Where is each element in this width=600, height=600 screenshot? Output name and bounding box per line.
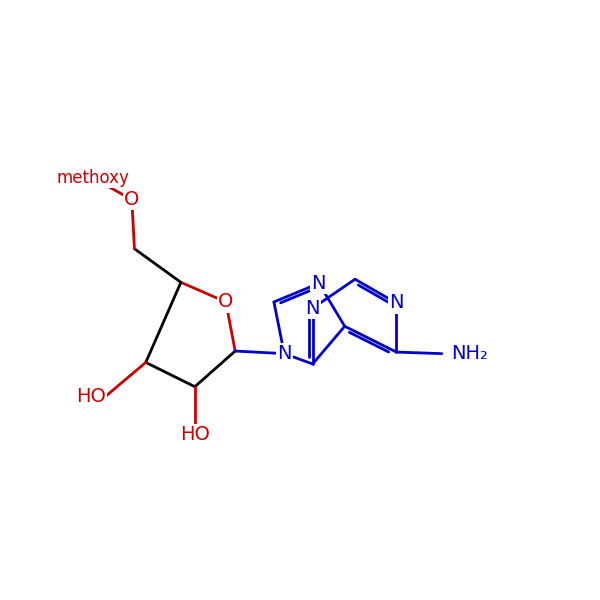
- Text: N: N: [277, 344, 292, 363]
- Text: N: N: [305, 299, 320, 317]
- Text: NH₂: NH₂: [451, 344, 488, 363]
- Text: N: N: [389, 293, 404, 313]
- Text: N: N: [311, 274, 326, 293]
- Text: O: O: [218, 292, 233, 311]
- Text: HO: HO: [180, 425, 210, 444]
- Text: methoxy: methoxy: [56, 169, 130, 187]
- Text: O: O: [124, 190, 140, 209]
- Text: HO: HO: [76, 386, 106, 406]
